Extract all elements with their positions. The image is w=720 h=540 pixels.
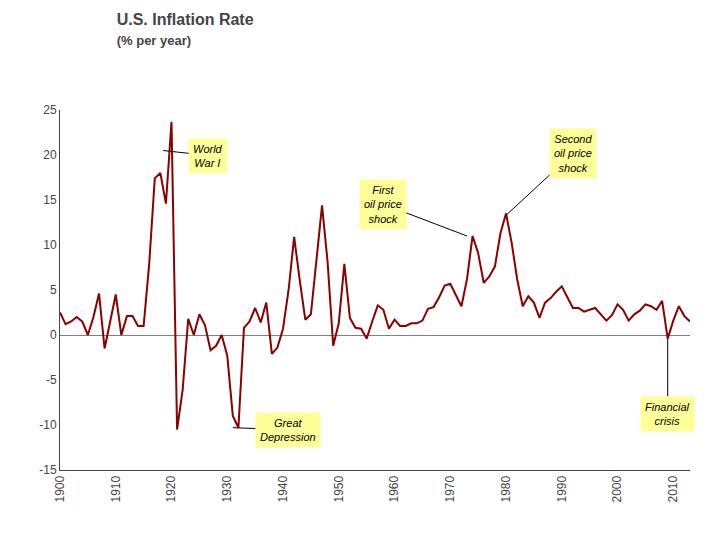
svg-text:1930: 1930 — [220, 475, 234, 502]
svg-text:-15: -15 — [39, 463, 57, 477]
svg-text:1960: 1960 — [387, 475, 401, 502]
svg-text:1970: 1970 — [443, 475, 457, 502]
svg-text:-5: -5 — [46, 373, 57, 387]
svg-text:2000: 2000 — [610, 475, 624, 502]
svg-text:15: 15 — [43, 193, 57, 207]
svg-text:Firstoil priceshock: Firstoil priceshock — [364, 184, 402, 225]
svg-text:GreatDepression: GreatDepression — [260, 417, 316, 443]
svg-text:1990: 1990 — [555, 475, 569, 502]
svg-text:Secondoil priceshock: Secondoil priceshock — [554, 133, 592, 174]
svg-text:2010: 2010 — [666, 475, 680, 502]
svg-text:1920: 1920 — [164, 475, 178, 502]
svg-text:5: 5 — [50, 283, 57, 297]
svg-text:Financialcrisis: Financialcrisis — [645, 401, 690, 427]
svg-text:1950: 1950 — [332, 475, 346, 502]
svg-text:20: 20 — [43, 148, 57, 162]
svg-text:WorldWar I: WorldWar I — [193, 143, 223, 169]
svg-text:25: 25 — [43, 103, 57, 117]
svg-text:1900: 1900 — [53, 475, 67, 502]
svg-text:-10: -10 — [39, 418, 57, 432]
svg-text:0: 0 — [50, 328, 57, 342]
svg-text:1980: 1980 — [499, 475, 513, 502]
svg-text:U.S. Inflation Rate(% per year: U.S. Inflation Rate(% per year) — [117, 11, 254, 49]
svg-text:10: 10 — [43, 238, 57, 252]
svg-text:1940: 1940 — [276, 475, 290, 502]
svg-text:1910: 1910 — [109, 475, 123, 502]
